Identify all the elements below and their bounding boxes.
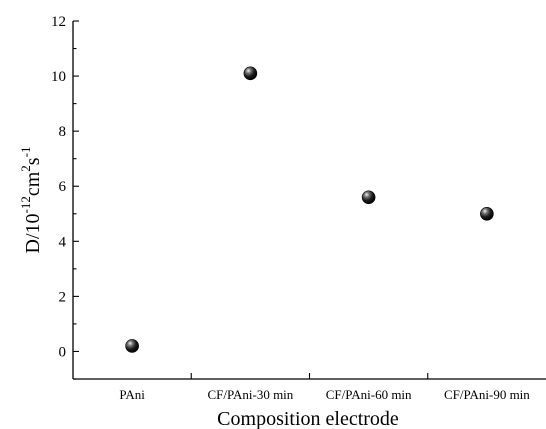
y-axis-title-exp3: -1 — [18, 147, 33, 158]
y-axis-title: D/10-12cm2s-1 — [18, 147, 44, 254]
x-tick-label: CF/PAni-60 min — [326, 387, 412, 402]
y-tick-label: 12 — [51, 14, 66, 30]
data-point — [480, 206, 494, 221]
data-point — [361, 190, 376, 205]
x-axis-title: Composition electrode — [217, 408, 399, 429]
y-tick-label: 8 — [59, 124, 67, 140]
data-point — [125, 339, 139, 353]
y-axis-title-base: D/10 — [22, 213, 44, 253]
y-tick-label: 10 — [51, 69, 66, 85]
y-axis-title-exp2: 2 — [18, 165, 33, 172]
plot-axes — [72, 21, 546, 380]
y-axis-title-unit1: cm — [22, 171, 44, 196]
data-point — [243, 66, 258, 81]
x-axis-ticks: PAni CF/PAni-30 min CF/PAni-60 min CF/PAni-… — [119, 373, 530, 402]
y-axis-title-unit2: s — [22, 157, 44, 165]
y-axis-title-exp1: -12 — [18, 196, 33, 213]
x-tick-label: CF/PAni-30 min — [207, 387, 293, 402]
x-tick-label: CF/PAni-90 min — [444, 387, 530, 402]
y-tick-label: 0 — [59, 344, 67, 360]
x-tick-label: PAni — [119, 387, 145, 402]
y-tick-label: 4 — [59, 234, 67, 250]
data-points — [125, 66, 494, 353]
y-axis-ticks: 0 2 4 6 8 10 12 — [51, 14, 79, 380]
y-tick-label: 2 — [59, 289, 67, 305]
y-tick-label: 6 — [59, 179, 67, 195]
